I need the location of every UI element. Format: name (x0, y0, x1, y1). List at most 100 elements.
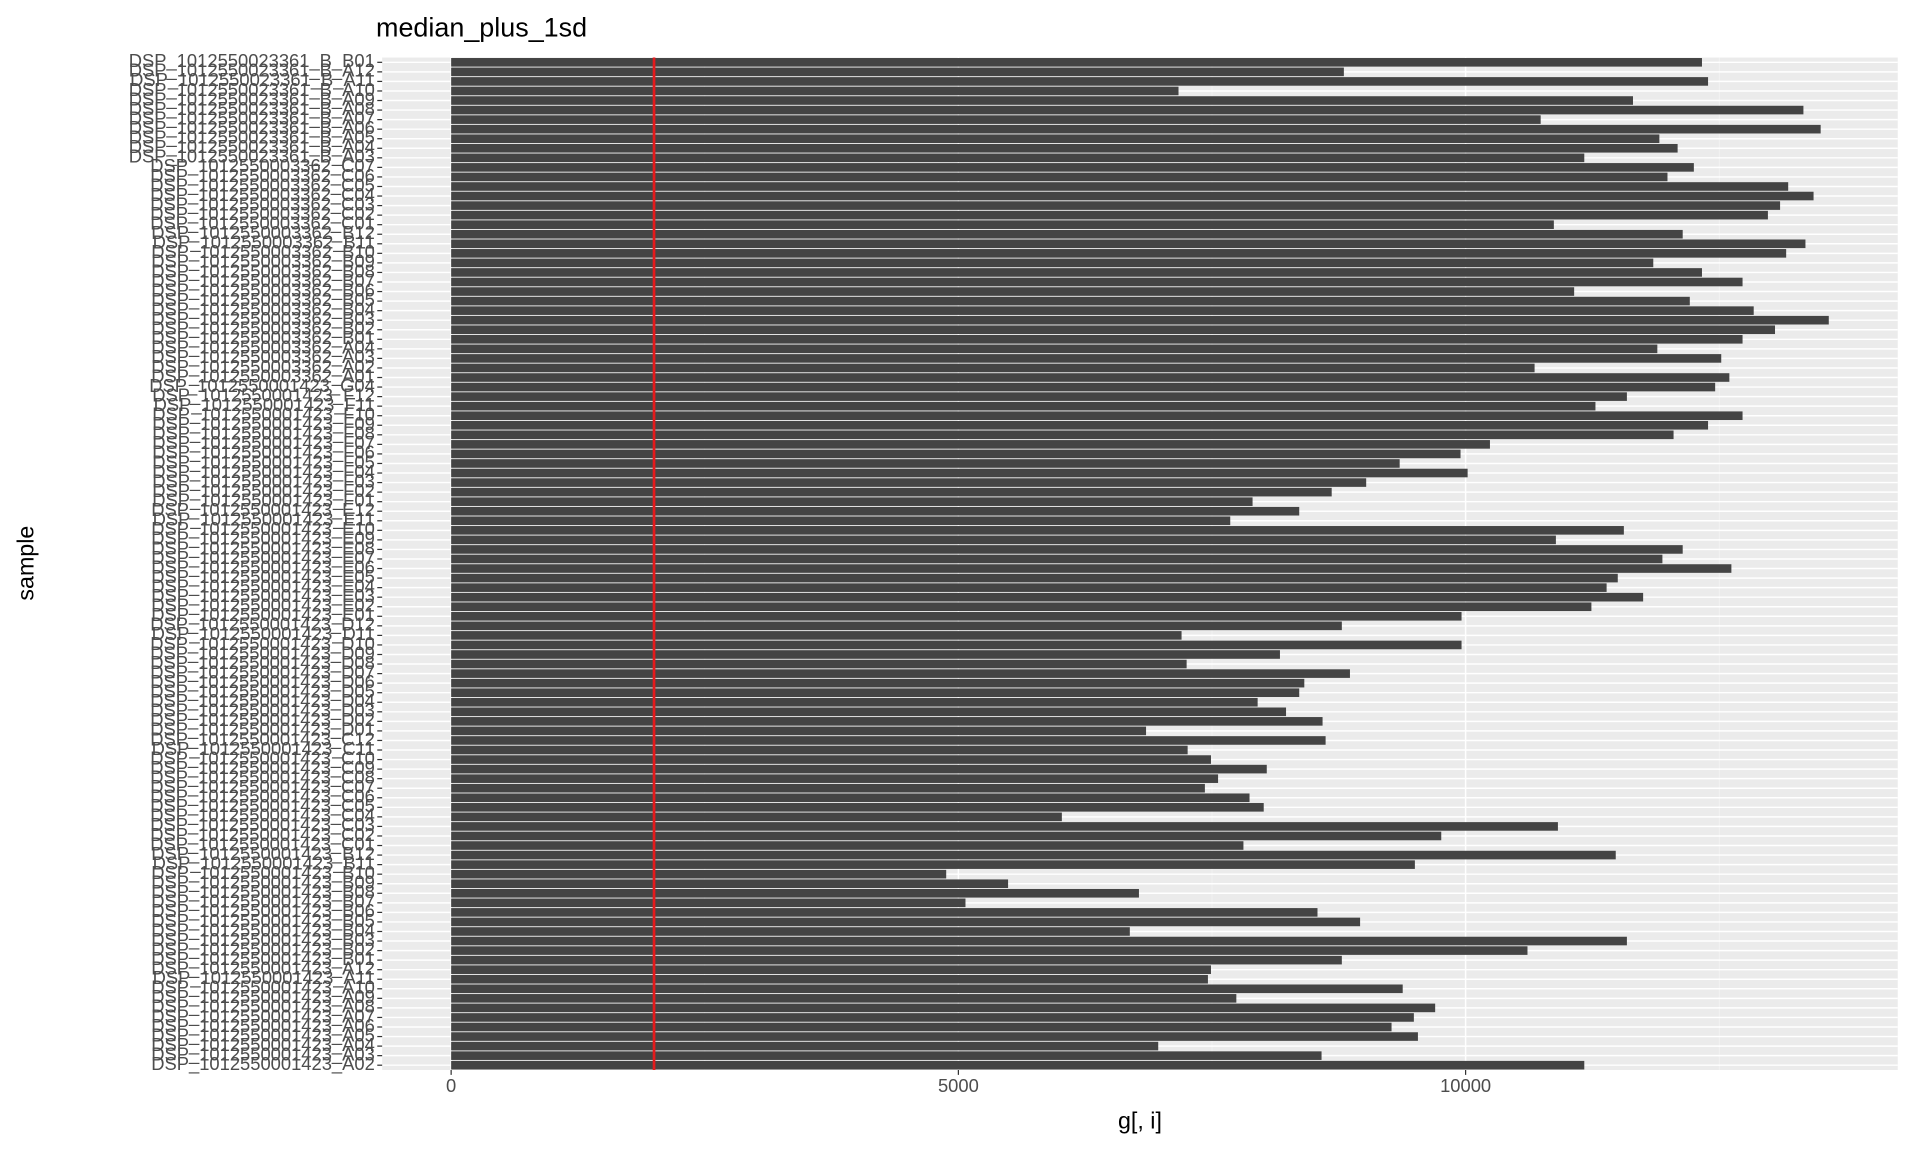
y-tick-label: DSP_1012550003362_C05 (150, 174, 375, 196)
y-tick-label: DSP_1012550023361_B_A09 (129, 88, 375, 110)
bar (451, 478, 1367, 487)
bar (451, 841, 1244, 850)
bar (451, 96, 1633, 105)
y-tick-label: DSP_1012550003362_B07 (151, 270, 375, 292)
bar (451, 697, 1258, 707)
bar (451, 984, 1403, 994)
bar (451, 764, 1267, 774)
bar (451, 621, 1342, 631)
chart-title: median_plus_1sd (376, 12, 587, 42)
y-tick-label: DSP_1012550001423_A11 (153, 967, 375, 989)
y-tick-label: DSP_1012550001423_C02 (150, 824, 375, 846)
bar (451, 974, 1208, 984)
y-tick-label: DSP_1012550001423_G04 (149, 375, 375, 397)
y-tick-label: DSP_1012550001423_D08 (150, 652, 375, 674)
y-tick-label: DSP_1012550001423_C07 (150, 776, 375, 798)
bar (451, 77, 1709, 86)
y-tick-label: DSP_1012550001423_F07 (152, 432, 375, 454)
bar (451, 526, 1624, 535)
bar (451, 382, 1716, 392)
y-tick-label: DSP_1012550001423_C10 (150, 747, 375, 769)
bar (451, 201, 1781, 210)
bar (451, 58, 1702, 67)
y-tick-label: DSP_1012550001423_B04 (151, 919, 375, 941)
y-tick-label: DSP_1012550001423_A08 (151, 996, 375, 1018)
bar (451, 191, 1814, 201)
y-tick-label: DSP_1012550003362_B11 (153, 232, 375, 254)
y-tick-label: DSP_1012550001423_B11 (153, 852, 375, 874)
y-axis-title: sample (12, 526, 38, 601)
y-tick-label: DSP_1012550001423_A04 (151, 1034, 375, 1056)
y-tick-label: DSP_1012550023361_B_A03 (129, 146, 375, 168)
bar (451, 659, 1187, 669)
y-tick-label: DSP_1012550001423_D03 (150, 700, 375, 722)
y-tick-label: DSP_1012550003362_B01 (151, 327, 375, 349)
bar (451, 430, 1674, 440)
y-tick-label: DSP_1012550001423_B03 (151, 929, 375, 951)
y-tick-label: DSP_1012550001423_C11 (152, 738, 375, 760)
x-axis-title: g[, i] (1118, 1108, 1162, 1134)
y-tick-label: DSP_1012550001423_C09 (150, 757, 375, 779)
bar (451, 669, 1350, 678)
bar (451, 306, 1754, 315)
bar (451, 745, 1188, 755)
y-tick-label: DSP_1012550001423_D04 (150, 690, 375, 712)
bar (451, 373, 1730, 382)
y-tick-label: DSP_1012550001423_F04 (152, 461, 375, 483)
bar (451, 831, 1442, 841)
y-tick-label: DSP_1012550023361_B_B01 (129, 50, 375, 72)
bar (451, 296, 1690, 306)
y-tick-label: DSP_1012550001423_A03 (151, 1043, 375, 1065)
y-tick-label: DSP_1012550001423_C01 (150, 833, 375, 855)
bar (451, 678, 1305, 688)
bar (451, 315, 1829, 325)
y-tick-label: DSP_1012550003362_B12 (151, 222, 375, 244)
y-tick-label: DSP_1012550001423_D02 (150, 709, 375, 731)
y-tick-label: DSP_1012550001423_D12 (150, 614, 375, 636)
y-tick-label: DSP_1012550001423_E07 (151, 547, 375, 569)
x-tick-label: 5000 (938, 1075, 979, 1096)
y-tick-label: DSP_1012550003362_A01 (151, 365, 375, 387)
bar (451, 229, 1683, 239)
y-tick-label: DSP_1012550003362_B09 (151, 251, 375, 273)
y-tick-label: DSP_1012550001423_C04 (150, 805, 375, 827)
y-tick-label: DSP_1012550001423_F10 (152, 404, 375, 426)
y-tick-label: DSP_1012550001423_F01 (152, 490, 375, 512)
y-tick-label: DSP_1012550003362_C03 (150, 193, 375, 215)
bar (451, 506, 1300, 516)
bar (451, 220, 1554, 229)
y-tick-label: DSP_1012550023361_B_A06 (129, 117, 375, 139)
bar (451, 182, 1789, 191)
bar (451, 115, 1541, 124)
y-tick-label: DSP_1012550001423_C06 (150, 786, 375, 808)
y-tick-label: DSP_1012550023361_B_A08 (129, 98, 375, 120)
y-tick-label: DSP_1012550023361_B_A04 (129, 136, 375, 158)
y-tick-label: DSP_1012550001423_C05 (150, 795, 375, 817)
bar (451, 822, 1558, 831)
bar (451, 717, 1323, 726)
y-tick-label: DSP_1012550001423_C03 (150, 814, 375, 836)
y-tick-label: DSP_1012550001423_E06 (151, 556, 375, 578)
bar (451, 449, 1461, 459)
bar (451, 774, 1219, 783)
bar (451, 325, 1776, 335)
bar (451, 688, 1300, 697)
bar (451, 917, 1361, 927)
y-tick-label: DSP_1012550001423_F03 (152, 470, 375, 492)
bar (451, 898, 966, 908)
bar (451, 67, 1344, 77)
y-tick-label: DSP_1012550001423_C12 (150, 728, 375, 750)
bar (451, 411, 1743, 421)
y-tick-label: DSP_1012550003362_C06 (150, 165, 375, 187)
bar (451, 1051, 1322, 1060)
bar (451, 363, 1535, 373)
bar (451, 650, 1280, 659)
bar (451, 573, 1618, 583)
y-tick-label: DSP_1012550001423_A09 (151, 986, 375, 1008)
x-tick-label: 10000 (1440, 1075, 1491, 1096)
y-tick-label: DSP_1012550003362_A03 (151, 346, 375, 368)
bar (451, 86, 1179, 96)
y-tick-label: DSP_1012550001423_E10 (151, 518, 375, 540)
bar (451, 143, 1678, 153)
